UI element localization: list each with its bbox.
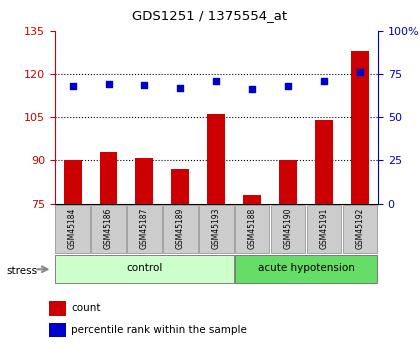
Point (285, 83, 291, 89)
Bar (243, 195, 261, 204)
Bar (207, 115, 225, 204)
Bar (279, 160, 297, 204)
Bar (135, 158, 153, 204)
Point (213, 78, 220, 84)
Text: GSM45184: GSM45184 (68, 208, 77, 249)
Text: percentile rank within the sample: percentile rank within the sample (71, 325, 247, 335)
Text: GDS1251 / 1375554_at: GDS1251 / 1375554_at (132, 9, 288, 22)
Bar (235, 255, 377, 283)
Bar (235, 205, 270, 253)
Bar (55, 205, 90, 253)
Text: GSM45192: GSM45192 (356, 208, 365, 249)
Bar (55, 255, 234, 283)
Bar (127, 205, 162, 253)
Text: GSM45186: GSM45186 (104, 208, 113, 249)
Bar (307, 205, 341, 253)
Text: GSM45193: GSM45193 (212, 208, 221, 249)
Text: GSM45191: GSM45191 (320, 208, 328, 249)
Point (177, 85, 184, 91)
Bar (315, 120, 333, 204)
Point (357, 70, 363, 75)
Point (69, 83, 76, 89)
Bar (100, 152, 118, 204)
Bar (271, 205, 305, 253)
Bar (171, 169, 189, 204)
Bar (49, 323, 66, 337)
Text: GSM45189: GSM45189 (176, 208, 185, 249)
Text: stress: stress (6, 266, 37, 276)
Bar (91, 205, 126, 253)
Text: control: control (126, 264, 163, 274)
Bar (163, 205, 198, 253)
Point (105, 81, 112, 87)
Point (321, 78, 328, 84)
Bar (63, 160, 81, 204)
Text: acute hypotension: acute hypotension (258, 264, 354, 274)
Point (141, 82, 148, 88)
Point (249, 86, 256, 91)
Text: GSM45187: GSM45187 (140, 208, 149, 249)
Bar (351, 51, 369, 204)
Bar (343, 205, 377, 253)
Bar (199, 205, 234, 253)
Text: GSM45188: GSM45188 (248, 208, 257, 249)
Text: GSM45190: GSM45190 (284, 208, 293, 249)
Text: count: count (71, 303, 101, 313)
Bar (49, 301, 66, 316)
